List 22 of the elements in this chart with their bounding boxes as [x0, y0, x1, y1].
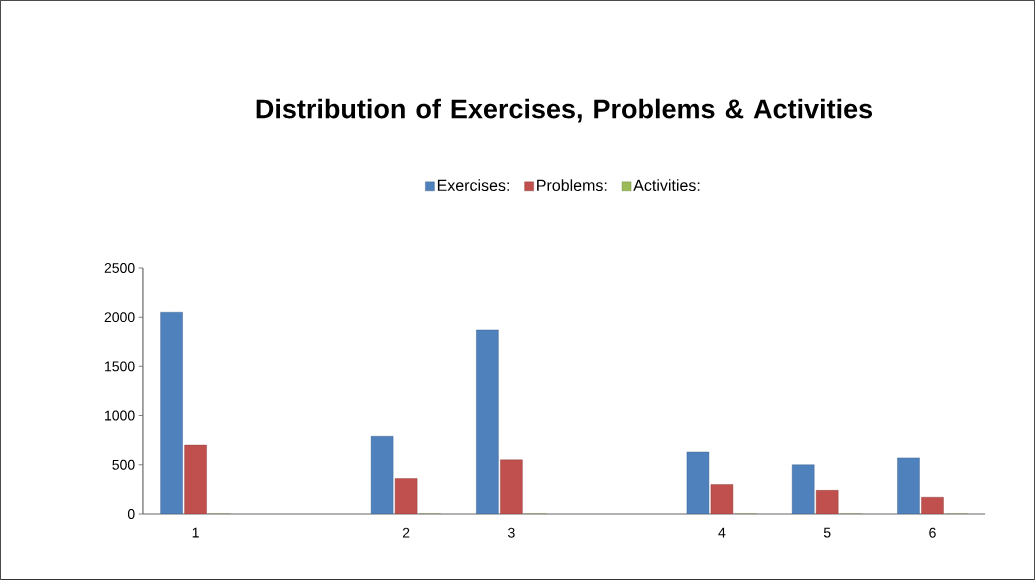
x-tick-label: 2	[402, 527, 410, 538]
chart-title: Distribution of Exercises, Problems & Activities	[256, 98, 873, 123]
bar	[160, 312, 183, 515]
y-tick-label: 500	[112, 459, 135, 470]
x-tick-label: 3	[508, 527, 515, 538]
bar	[792, 464, 815, 515]
bar	[476, 329, 499, 515]
bar	[897, 457, 920, 515]
legend-label: Exercises:	[437, 179, 509, 192]
bar	[500, 459, 523, 515]
bar	[184, 444, 207, 515]
legend-label: Activities:	[633, 179, 700, 192]
x-tick-label: 1	[192, 527, 199, 538]
y-tick-label: 1500	[105, 361, 135, 372]
y-tick-label: 2500	[104, 263, 135, 273]
legend-label: Problems:	[537, 179, 607, 192]
y-tick-label: 1000	[105, 410, 135, 421]
x-tick-label: 6	[929, 527, 936, 538]
x-tick-label: 5	[823, 527, 831, 538]
y-tick-label: 0	[127, 509, 135, 519]
x-tick-label: 4	[718, 527, 726, 538]
y-tick-label: 2000	[104, 312, 135, 323]
